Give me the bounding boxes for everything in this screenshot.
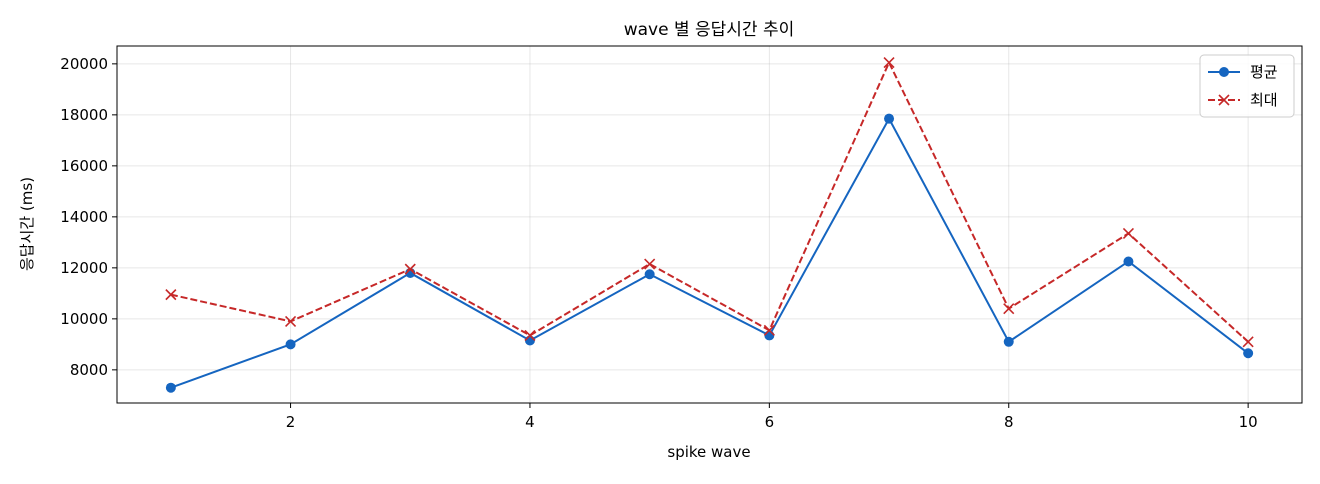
data-point-x: [883, 57, 895, 69]
x-marker-stroke: [1242, 336, 1254, 348]
x-marker-stroke: [524, 329, 536, 341]
y-tick-label: 8000: [70, 361, 108, 379]
x-marker-stroke: [1003, 303, 1015, 315]
data-point-x: [644, 258, 656, 270]
x-tick-label: 10: [1239, 413, 1258, 431]
y-tick-label: 10000: [60, 310, 108, 328]
plot-area-frame: [116, 45, 1303, 404]
data-point-circle: [764, 330, 775, 341]
data-point-circle: [524, 335, 535, 346]
y-tick-label: 18000: [60, 106, 108, 124]
x-marker-stroke: [1122, 227, 1135, 239]
x-marker-stroke: [404, 263, 416, 275]
data-point-x: [165, 289, 177, 301]
legend-marker-circle: [1219, 67, 1229, 77]
chart-title: wave 별 응답시간 추이: [624, 20, 795, 40]
x-tick-label: 2: [286, 413, 296, 431]
data-point-x: [284, 315, 297, 327]
data-point-circle: [1243, 348, 1254, 359]
legend-label-0: 평균: [1250, 63, 1278, 81]
y-axis-title: 응답시간 (ms): [18, 177, 36, 271]
x-tick-label: 6: [765, 413, 775, 431]
axis-ticks: 2 4 6 8 10 8000 10000 12000 14000 16000 18000 20000: [60, 55, 1257, 431]
y-tick-label: 16000: [60, 157, 108, 175]
data-point-x: [1003, 303, 1015, 315]
grid-lines: [117, 46, 1302, 403]
data-point-x: [404, 263, 416, 275]
data-point-circle: [884, 113, 895, 124]
series-line-0: [170, 116, 1249, 389]
y-tick-label: 20000: [60, 55, 108, 73]
legend-marker-x: [1218, 94, 1230, 106]
y-tick-label: 14000: [60, 208, 108, 226]
series-layer: [165, 57, 1254, 393]
legend-label-1: 최대: [1250, 91, 1278, 109]
data-point-circle: [644, 269, 655, 280]
x-tick-label: 4: [525, 413, 535, 431]
data-point-x: [524, 329, 536, 341]
data-point-x: [1242, 336, 1254, 348]
x-marker-stroke: [883, 57, 895, 69]
x-marker-stroke: [284, 315, 297, 327]
data-point-circle: [285, 339, 296, 350]
data-point-x: [1122, 227, 1135, 239]
x-marker-stroke: [763, 324, 775, 336]
data-point-circle: [1003, 336, 1014, 347]
series-line-1: [170, 60, 1249, 343]
data-point-circle: [165, 382, 176, 393]
y-tick-label: 12000: [60, 259, 108, 277]
data-point-circle: [1123, 256, 1134, 267]
data-point-x: [763, 324, 775, 336]
x-marker-stroke: [644, 258, 656, 270]
legend-box: [1199, 54, 1295, 118]
x-axis-title: spike wave: [667, 443, 750, 461]
x-tick-label: 8: [1004, 413, 1014, 431]
x-marker-stroke: [165, 289, 177, 301]
